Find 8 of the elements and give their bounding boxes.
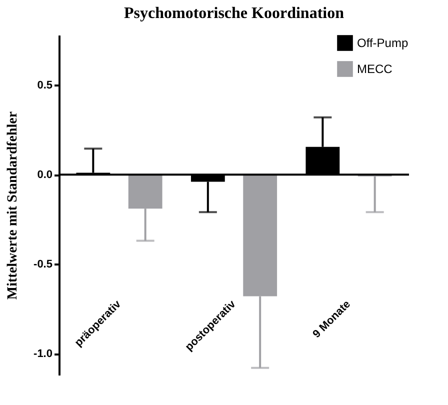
legend-label: MECC	[357, 62, 393, 76]
y-axis-title: Mittelwerte mit Standardfehler	[6, 111, 21, 300]
y-tick-label: -1.0	[34, 348, 52, 360]
y-tick-label: 0.5	[37, 80, 52, 92]
chart-title: Psychomotorische Koordination	[124, 5, 344, 22]
y-tick-label: 0.0	[37, 169, 52, 182]
legend-label: Off-Pump	[357, 36, 408, 50]
y-tick-label: -0.5	[34, 258, 52, 271]
